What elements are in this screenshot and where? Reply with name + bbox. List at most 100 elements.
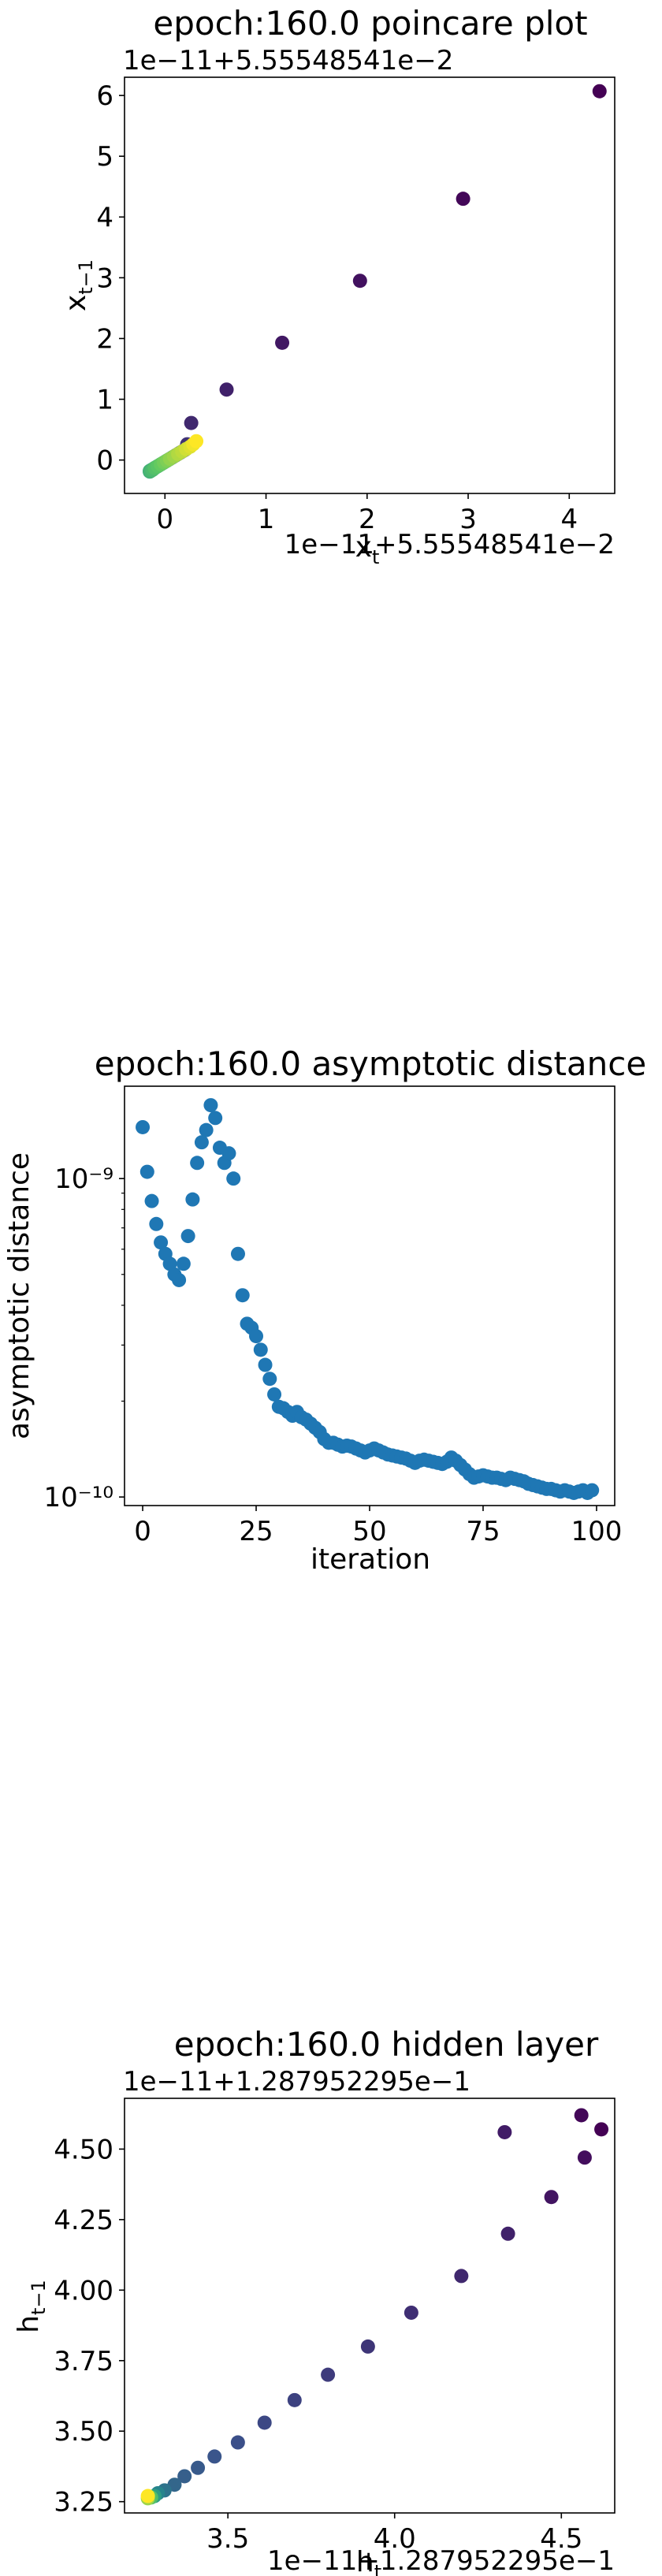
poincare-y-axis-label: xt−1 [60, 259, 97, 311]
y-tick-label: 3.75 [54, 2346, 113, 2377]
data-point [360, 2339, 375, 2354]
data-point [404, 2305, 418, 2320]
y-tick-label: 3.50 [54, 2416, 113, 2448]
poincare-x-ticks: 0 1 2 3 4 [156, 493, 578, 535]
hidden-layer-y-ticks: 3.25 3.50 3.75 4.00 4.25 4.50 [54, 2134, 125, 2518]
data-point [262, 1372, 277, 1387]
y-tick-label: 4.50 [54, 2134, 113, 2165]
data-point [454, 2269, 469, 2284]
data-point [191, 2460, 206, 2475]
x-tick-label: 25 [239, 1516, 273, 1547]
data-point [203, 1098, 218, 1113]
y-tick-label: 5 [96, 141, 113, 173]
y-tick-label: 2 [96, 323, 113, 355]
data-point [172, 1272, 187, 1287]
poincare-points [143, 84, 607, 479]
data-point [497, 2124, 512, 2139]
y-tick-label: 6 [96, 80, 113, 112]
data-point [592, 84, 607, 99]
data-point [144, 1193, 159, 1208]
y-tick-label: 3.25 [54, 2487, 113, 2518]
data-point [136, 1119, 151, 1134]
asymptotic-y-axis-label: asymptotic distance [3, 1152, 35, 1439]
data-point [184, 415, 199, 430]
data-point [139, 1164, 154, 1179]
hidden-layer-y-offset-label: 1e−11+1.287952295e−1 [123, 2066, 470, 2098]
poincare-chart: epoch:160.0 poincare plot 1e−11+5.555485… [60, 4, 616, 568]
data-point [208, 1111, 223, 1126]
data-point [257, 2415, 272, 2430]
x-tick-label: 50 [352, 1516, 386, 1547]
data-point [219, 382, 234, 397]
x-tick-label: 1 [258, 504, 275, 535]
data-point [253, 1342, 268, 1357]
hidden-layer-title: epoch:160.0 hidden layer [174, 2025, 599, 2064]
data-point [287, 2392, 302, 2407]
asymptotic-y-ticks: 10⁻¹⁰ 10⁻⁹ [44, 1163, 125, 1513]
x-tick-label: 0 [156, 504, 173, 535]
data-point [199, 1122, 214, 1137]
asymptotic-x-ticks: 0 25 50 75 100 [134, 1506, 622, 1547]
poincare-x-axis-label: xt [355, 531, 380, 568]
x-tick-label: 3 [459, 504, 477, 535]
hidden-layer-y-axis-label: ht−1 [13, 2280, 50, 2333]
data-point [230, 2435, 245, 2450]
data-point [149, 1216, 164, 1231]
x-tick-label: 75 [466, 1516, 500, 1547]
asymptotic-points [136, 1098, 600, 1500]
data-point [221, 1146, 236, 1161]
data-point [275, 335, 290, 350]
data-point [585, 1483, 600, 1498]
data-point [176, 1256, 191, 1271]
data-point [456, 192, 470, 207]
hidden-layer-x-ticks: 3.5 4.0 4.5 [206, 2513, 582, 2555]
data-point [154, 1235, 169, 1250]
y-tick-label: 4 [96, 202, 113, 233]
y-tick-label: 0 [96, 445, 113, 477]
x-tick-label: 2 [359, 504, 376, 535]
hidden-layer-points [140, 2108, 609, 2506]
hidden-layer-plot-area [124, 2098, 616, 2514]
data-point [207, 2449, 222, 2464]
data-point [500, 2226, 515, 2241]
poincare-plot-area [124, 76, 616, 494]
poincare-y-ticks: 0 1 2 3 4 5 6 [96, 80, 125, 477]
asymptotic-title: epoch:160.0 asymptotic distance [95, 1044, 646, 1083]
asymptotic-chart: epoch:160.0 asymptotic distance 0 25 50 75 1… [3, 1044, 646, 1576]
data-point [321, 2367, 336, 2382]
data-point [230, 1246, 245, 1261]
data-point [226, 1171, 241, 1186]
data-point [577, 2150, 592, 2165]
poincare-title: epoch:160.0 poincare plot [153, 4, 587, 43]
asymptotic-plot-area [124, 1085, 616, 1506]
x-tick-label: 0 [134, 1516, 151, 1547]
data-point [177, 2469, 192, 2484]
x-tick-label: 4.0 [374, 2523, 416, 2555]
data-point [249, 1329, 264, 1344]
y-tick-label: 10⁻¹⁰ [44, 1482, 113, 1513]
data-point [258, 1357, 273, 1372]
data-point [189, 434, 204, 449]
data-point [574, 2108, 589, 2123]
data-point [162, 1256, 177, 1271]
poincare-y-offset-label: 1e−11+5.55548541e−2 [123, 45, 453, 76]
data-point [190, 1156, 205, 1171]
data-point [594, 2122, 609, 2137]
data-point [235, 1288, 250, 1303]
y-tick-label: 3 [96, 262, 113, 294]
data-point [194, 1135, 209, 1150]
data-point [352, 274, 367, 288]
data-point [180, 1229, 195, 1244]
asymptotic-x-axis-label: iteration [311, 1543, 430, 1576]
data-point [544, 2190, 559, 2205]
y-tick-label: 1 [96, 385, 113, 416]
x-tick-label: 100 [571, 1516, 623, 1547]
hidden-layer-chart: epoch:160.0 hidden layer 1e−11+1.2879522… [13, 2025, 616, 2576]
hidden-layer-x-axis-label: ht [356, 2546, 381, 2576]
x-tick-label: 4 [560, 504, 578, 535]
x-tick-label: 4.5 [540, 2523, 582, 2555]
y-tick-label: 4.00 [54, 2275, 113, 2306]
data-point [185, 1192, 200, 1207]
y-tick-label: 4.25 [54, 2205, 113, 2236]
